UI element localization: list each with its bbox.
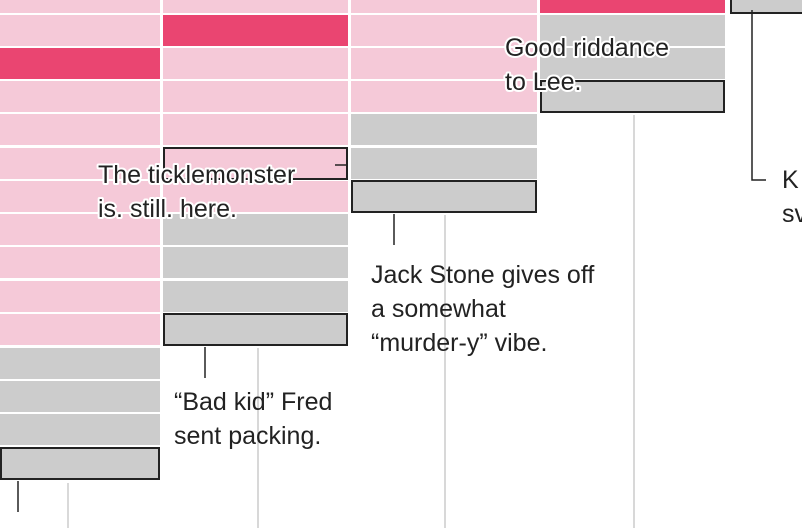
cell bbox=[351, 180, 537, 213]
annotation-text: a somewhat bbox=[371, 295, 506, 323]
cell bbox=[163, 48, 348, 79]
cell bbox=[0, 81, 160, 112]
cell bbox=[163, 0, 348, 13]
annotation-text: K bbox=[782, 166, 799, 194]
cell bbox=[0, 0, 160, 13]
annotation-text: Good riddance bbox=[505, 34, 669, 62]
cell bbox=[540, 15, 725, 46]
cell bbox=[163, 147, 348, 180]
cell bbox=[163, 247, 348, 278]
leader-line bbox=[751, 10, 766, 181]
cell bbox=[351, 148, 537, 179]
cell bbox=[540, 0, 725, 13]
cell bbox=[540, 48, 725, 79]
cell bbox=[0, 148, 160, 179]
cell bbox=[0, 414, 160, 445]
cell bbox=[163, 214, 348, 245]
annotation-text: sv bbox=[782, 200, 802, 228]
cell bbox=[163, 181, 348, 212]
annotation-text: sent packing. bbox=[174, 422, 321, 450]
annotation-text: The ticklemonster bbox=[98, 161, 295, 189]
cell bbox=[0, 348, 160, 379]
cell bbox=[0, 447, 160, 480]
cell bbox=[0, 48, 160, 79]
annotation-text: “Bad kid” Fred bbox=[174, 388, 332, 416]
annotation-text: is. still. here. bbox=[98, 195, 237, 223]
annotation-text: “murder-y” vibe. bbox=[371, 329, 547, 357]
cell bbox=[351, 114, 537, 145]
cell bbox=[0, 114, 160, 145]
annotations: Good riddance to Lee. The ticklemonster is.… bbox=[96, 32, 802, 450]
annotation-text: Jack Stone gives off bbox=[371, 261, 594, 289]
cell bbox=[163, 313, 348, 346]
cell bbox=[0, 281, 160, 312]
guides bbox=[17, 10, 766, 528]
cell bbox=[163, 281, 348, 312]
cell bbox=[351, 15, 537, 46]
cell bbox=[351, 48, 537, 79]
cells bbox=[0, 0, 802, 480]
cell bbox=[730, 0, 802, 14]
cell bbox=[0, 181, 160, 212]
cell bbox=[163, 81, 348, 112]
cell bbox=[0, 214, 160, 245]
cell bbox=[163, 15, 348, 46]
cell bbox=[0, 381, 160, 412]
cell bbox=[163, 114, 348, 145]
cell bbox=[0, 15, 160, 46]
cell bbox=[351, 81, 537, 112]
cell bbox=[540, 80, 725, 113]
cell bbox=[0, 314, 160, 345]
cell bbox=[0, 247, 160, 278]
cell bbox=[351, 0, 537, 13]
annotation-text: to Lee. bbox=[505, 68, 581, 96]
